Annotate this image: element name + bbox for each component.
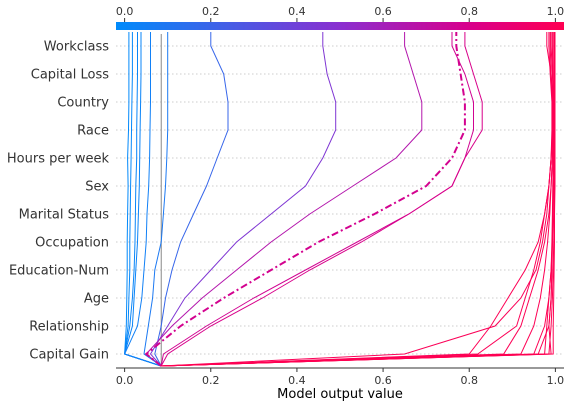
highlighted-decision-line: [144, 32, 466, 367]
decision-line: [161, 32, 555, 367]
feature-label: Capital Gain: [29, 348, 109, 363]
bottom-tick-label: 0.4: [288, 374, 306, 387]
x-axis-label: Model output value: [277, 387, 403, 402]
decision-line: [161, 32, 553, 367]
decision-line: [160, 32, 483, 367]
top-tick-label: 0.6: [374, 5, 392, 18]
bottom-tick-label: 0.8: [460, 374, 478, 387]
decision-line: [124, 32, 162, 367]
decision-line: [149, 32, 337, 367]
decision-line: [160, 32, 474, 367]
decision-line: [161, 32, 554, 367]
decision-line: [161, 32, 555, 367]
feature-label: Education-Num: [9, 264, 109, 279]
top-tick-label: 0.8: [460, 5, 478, 18]
decision-line: [124, 32, 162, 367]
color-bar: [116, 22, 564, 30]
decision-lines: [123, 32, 556, 367]
top-tick-label: 0.2: [202, 5, 220, 18]
decision-line: [124, 32, 162, 367]
top-tick-label: 0.4: [288, 5, 306, 18]
decision-line: [161, 32, 553, 367]
bottom-tick-label: 0.6: [374, 374, 392, 387]
decision-line: [154, 32, 229, 367]
decision-line: [143, 32, 169, 367]
feature-label: Workclass: [44, 40, 109, 55]
decision-line: [161, 32, 555, 367]
feature-label: Hours per week: [7, 152, 110, 167]
decision-line: [161, 32, 556, 367]
feature-label: Age: [84, 292, 109, 307]
feature-label: Sex: [85, 180, 109, 195]
decision-line: [161, 32, 554, 367]
feature-label: Country: [57, 96, 109, 111]
top-tick-label: 0.0: [116, 5, 134, 18]
bottom-tick-label: 0.2: [202, 374, 220, 387]
feature-label: Race: [77, 124, 109, 139]
feature-label: Capital Loss: [31, 68, 109, 83]
top-tick-label: 1.0: [547, 5, 565, 18]
feature-label: Occupation: [35, 236, 109, 251]
decision-line: [123, 32, 162, 367]
bottom-axis-ticks: 0.0 0.2 0.4 0.6 0.8 1.0: [116, 368, 564, 387]
bottom-tick-label: 0.0: [116, 374, 134, 387]
feature-labels: Workclass Capital Loss Country Race Hours pe…: [7, 40, 110, 363]
decision-line: [161, 32, 554, 367]
bottom-tick-label: 1.0: [547, 374, 565, 387]
top-axis-ticks: 0.0 0.2 0.4 0.6 0.8 1.0: [116, 5, 564, 22]
decision-line: [161, 32, 556, 367]
decision-line: [123, 32, 162, 367]
feature-label: Relationship: [29, 320, 109, 335]
decision-line: [161, 32, 555, 367]
feature-gridlines: [116, 45, 564, 355]
feature-label: Marital Status: [19, 208, 110, 223]
decision-line: [145, 32, 423, 367]
